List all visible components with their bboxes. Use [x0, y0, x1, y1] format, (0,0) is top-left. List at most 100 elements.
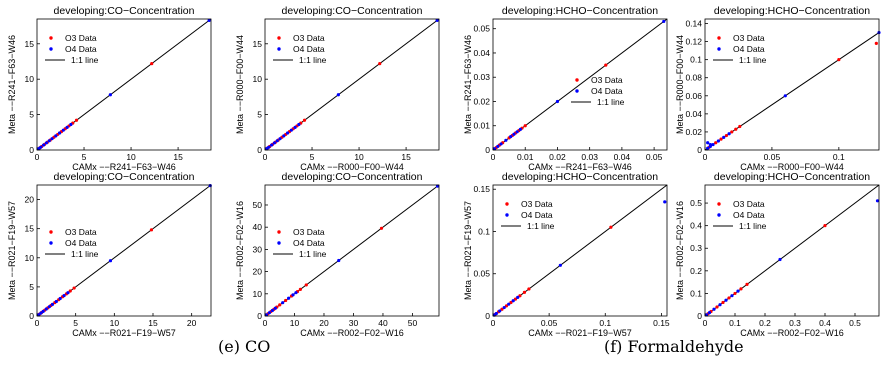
chart-8-x-tick-label: 0.2	[759, 318, 771, 328]
chart-6-x-tick-label: 50	[408, 318, 418, 328]
chart-7-o3-point	[500, 307, 504, 311]
chart-4-o4-point	[706, 146, 710, 150]
chart-4-o4-point	[727, 132, 731, 136]
chart-6-o3-point	[278, 303, 282, 307]
chart-5-x-tick-label: 0	[35, 318, 40, 328]
chart-8-o4-point	[778, 257, 782, 262]
chart-8-o4-point	[707, 311, 712, 315]
chart-6-legend-marker	[277, 230, 281, 234]
chart-5-o4-point	[44, 307, 48, 311]
chart-5-o4-point	[108, 259, 113, 263]
chart-6-x-tick-label: 10	[290, 318, 300, 328]
chart-1-y-tick-label: 0	[29, 145, 34, 155]
chart-1-axes-box	[36, 18, 212, 151]
chart-8-axes-box	[704, 184, 880, 317]
chart-7-x-tick-label: 0.05	[541, 318, 558, 328]
chart-8-legend-label: 1:1 line	[739, 221, 767, 231]
chart-6-legend-label: 1:1 line	[299, 249, 327, 259]
chart-8-o4-point	[730, 294, 734, 298]
chart-1-y-tick-label: 5	[29, 110, 34, 120]
chart-8-o3-point	[739, 287, 743, 291]
chart-6-o4-point	[337, 258, 341, 263]
chart-3-legend-marker	[575, 78, 579, 82]
chart-3-legend-label: 1:1 line	[597, 97, 625, 107]
chart-7-y-tick-label: 0.15	[473, 184, 490, 194]
chart-4-axes-box	[704, 18, 880, 151]
chart-4-legend-marker	[717, 36, 721, 40]
chart-6-o3-point	[298, 287, 302, 291]
chart-7-y-axis-label: Meta −−R021−F19−W57	[463, 201, 473, 300]
chart-6-x-axis-label: CAMx −−R002−F02−W16	[300, 328, 404, 338]
chart-8-x-tick-label: 0.1	[729, 318, 741, 328]
chart-6-o3-point	[379, 226, 384, 230]
chart-7-o4-point	[511, 299, 515, 303]
chart-1-o4-point	[65, 125, 69, 129]
chart-3-x-tick-label: 0.04	[614, 152, 631, 162]
chart-3-o4-point	[515, 130, 519, 134]
chart-8-o3-point	[721, 300, 725, 305]
chart-2-x-tick-label: 5	[310, 152, 315, 162]
chart-4-y-tick-label: 0.04	[685, 109, 702, 119]
chart-2-legend-label: O4 Data	[293, 44, 325, 54]
chart-2-y-tick-label: 0	[257, 145, 262, 155]
chart-8-o4-point	[718, 303, 722, 307]
chart-4-y-tick-label: 0	[697, 145, 702, 155]
chart-5-y-tick-label: 0	[29, 311, 34, 321]
chart-4-o3-point	[714, 141, 718, 145]
chart-7-o4-point	[502, 305, 506, 310]
chart-7-legend-label: O4 Data	[521, 210, 553, 220]
chart-6-title: developing:CO−Concentration	[282, 171, 423, 183]
chart-1-o3-point	[150, 62, 154, 66]
chart-2-o4-point	[267, 145, 271, 149]
chart-6-o4-point	[286, 296, 291, 300]
chart-3-o4-point	[512, 132, 516, 136]
chart-4-o3-point	[730, 130, 734, 134]
chart-1-legend-label: O3 Data	[65, 33, 97, 43]
chart-6-legend-label: O4 Data	[293, 238, 325, 248]
chart-3-x-tick-label: 0.03	[581, 152, 598, 162]
chart-4-o3-point	[837, 58, 841, 62]
chart-7-one-to-one-line	[492, 184, 668, 317]
chart-2-legend-label: 1:1 line	[299, 55, 327, 65]
chart-7-y-tick-label: 0.1	[478, 226, 490, 236]
chart-1-y-tick-label: 10	[25, 74, 35, 84]
chart-4-y-axis-label: Meta −−R000−F00−W44	[675, 35, 685, 134]
chart-8-legend-label: O3 Data	[733, 199, 765, 209]
chart-5-o3-point	[149, 228, 154, 232]
chart-7-x-tick-label: 0.15	[653, 318, 670, 328]
chart-7-legend-marker	[505, 202, 509, 206]
chart-2-y-tick-label: 10	[253, 74, 263, 84]
chart-6-o4-point	[281, 301, 285, 305]
chart-1-y-tick-label: 15	[25, 39, 35, 49]
chart-2-o4-point	[275, 139, 279, 143]
chart-6-o4-point	[273, 306, 277, 310]
chart-7-legend-label: O3 Data	[521, 199, 553, 209]
chart-4-o4-point	[716, 139, 720, 143]
chart-5-x-tick-label: 20	[187, 318, 197, 328]
chart-8-o3-point	[727, 296, 731, 300]
chart-3-o3-point	[523, 124, 527, 128]
chart-1-o4-point	[50, 137, 54, 141]
chart-6-o4-point	[291, 293, 295, 297]
chart-2-title: developing:CO−Concentration	[282, 5, 423, 17]
chart-5-axes-box	[36, 184, 212, 317]
chart-1-title: developing:CO−Concentration	[54, 5, 195, 17]
chart-3-o4-point	[493, 147, 497, 151]
chart-2-y-tick-label: 15	[253, 39, 263, 49]
chart-8-y-tick-label: 0.1	[690, 288, 702, 298]
chart-4-title: developing:HCHO−Concentration	[714, 5, 870, 17]
chart-2-o4-point	[297, 122, 301, 127]
chart-6-y-tick-label: 40	[253, 222, 263, 232]
chart-6-o3-point	[284, 298, 288, 303]
chart-7-o3-point	[522, 290, 527, 294]
chart-6-y-axis-label: Meta −−R002−F02−W16	[235, 201, 245, 300]
chart-7-legend-marker	[505, 213, 509, 217]
chart-1-o3-point	[74, 118, 79, 122]
chart-5-o4-point	[39, 311, 43, 315]
chart-2-o4-point	[272, 141, 277, 145]
chart-7-y-tick-label: 0.05	[473, 269, 490, 279]
chart-8-y-tick-label: 0.3	[690, 243, 702, 253]
chart-6-x-tick-label: 30	[349, 318, 359, 328]
chart-8-y-tick-label: 0.2	[690, 266, 702, 276]
chart-8-legend-marker	[717, 202, 721, 206]
